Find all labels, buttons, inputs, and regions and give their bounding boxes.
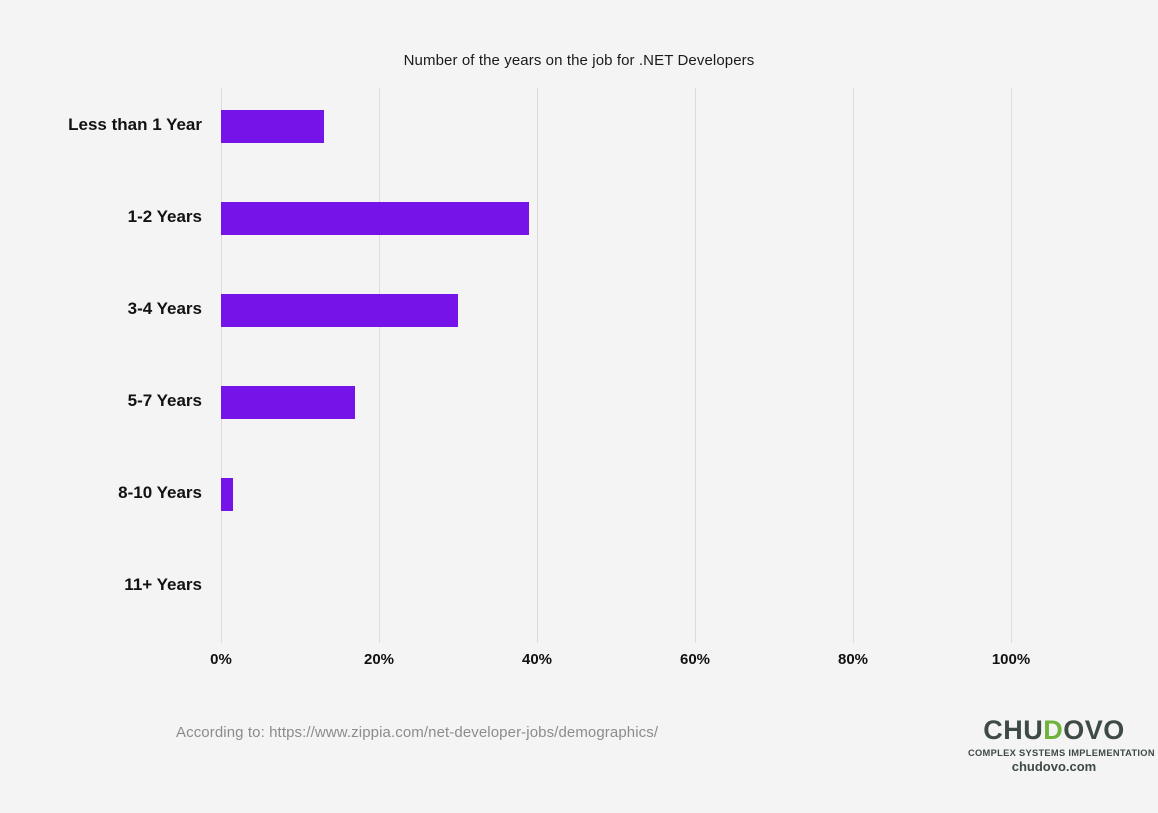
- bar: [221, 109, 324, 143]
- bar: [221, 293, 458, 327]
- x-axis-tick-label: 0%: [210, 651, 232, 668]
- logo-wordmark-prefix: CHU: [983, 715, 1044, 745]
- logo-wordmark-d: D: [1043, 715, 1064, 745]
- plot-area: 0% 20% 40% 60% 80% 100% Less than 1 Year 1-2 Ye…: [68, 88, 1030, 668]
- chudovo-logo: CHUDOVO COMPLEX SYSTEMS IMPLEMENTATION c…: [968, 715, 1155, 774]
- category-label: 1-2 Years: [127, 207, 202, 226]
- category-label: 8-10 Years: [118, 483, 202, 502]
- gridline-20%: [379, 88, 380, 643]
- x-axis-tick-label: 100%: [991, 651, 1031, 668]
- logo-wordmark-suffix: OVO: [1063, 715, 1125, 745]
- category-label: 3-4 Years: [127, 299, 202, 318]
- x-axis-tick-label: 20%: [363, 651, 395, 668]
- logo-wordmark: CHUDOVO: [968, 715, 1140, 746]
- x-axis-tick-label: 60%: [679, 651, 711, 668]
- category-label: 11+ Years: [124, 575, 202, 594]
- source-note: According to: https://www.zippia.com/net…: [176, 724, 659, 741]
- category-label: 5-7 Years: [127, 391, 202, 410]
- logo-website: chudovo.com: [1011, 758, 1097, 774]
- bar: [221, 201, 530, 235]
- bar: [221, 477, 233, 511]
- gridline-0%: [221, 88, 222, 643]
- x-axis-tick-label: 80%: [837, 651, 869, 668]
- x-axis-tick-label: 40%: [521, 651, 553, 668]
- bar: [221, 385, 356, 419]
- category-label: Less than 1 Year: [68, 115, 202, 134]
- gridline-60%: [695, 88, 696, 643]
- gridline-80%: [853, 88, 854, 643]
- logo-tagline: COMPLEX SYSTEMS IMPLEMENTATION: [968, 747, 1155, 758]
- gridline-100%: [1011, 88, 1012, 643]
- gridline-40%: [537, 88, 538, 643]
- chart-title: Number of the years on the job for .NET …: [403, 52, 755, 69]
